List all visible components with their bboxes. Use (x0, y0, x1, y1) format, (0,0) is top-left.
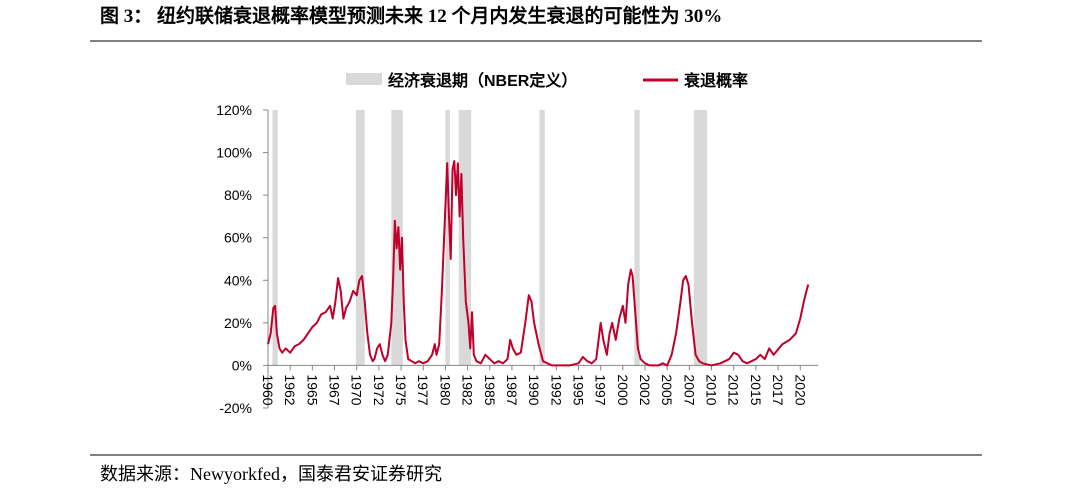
x-tick-label: 1995 (570, 374, 586, 405)
x-tick-label: 2012 (726, 374, 742, 405)
y-tick-label: -20% (219, 400, 252, 416)
y-tick-label: 120% (216, 102, 252, 118)
x-tick-label: 2007 (681, 374, 697, 405)
legend-line-label: 衰退概率 (683, 71, 748, 90)
x-tick-label: 1992 (548, 374, 564, 405)
recession-band (272, 110, 278, 366)
x-tick-label: 1970 (349, 374, 365, 405)
x-tick-label: 2002 (637, 374, 653, 405)
y-tick-label: 20% (224, 315, 252, 331)
legend-band-label: 经济衰退期（NBER定义） (388, 71, 577, 90)
probability-line (267, 160, 810, 367)
x-tick-label: 1980 (437, 374, 453, 405)
x-tick-label: 1997 (593, 374, 609, 405)
x-tick-label: 1960 (260, 374, 276, 405)
source: 数据来源：Newyorkfed，国泰君安证券研究 (100, 464, 442, 484)
legend-band-swatch (346, 73, 382, 85)
recession-band (693, 110, 708, 366)
y-tick-label: 0% (232, 357, 252, 373)
y-tick-label: 40% (224, 272, 252, 288)
x-tick-label: 2005 (659, 374, 675, 405)
y-tick-label: 80% (224, 187, 252, 203)
y-tick-label: 60% (224, 230, 252, 246)
x-tick-label: 1975 (393, 374, 409, 405)
x-tick-label: 1982 (460, 374, 476, 405)
recession-band (355, 110, 365, 366)
x-tick-label: 2000 (615, 374, 631, 405)
x-tick-label: 1967 (327, 374, 343, 405)
x-tick-label: 1990 (526, 374, 542, 405)
recession-band (445, 110, 450, 366)
x-tick-label: 2020 (792, 374, 808, 405)
x-tick-label: 2010 (704, 374, 720, 405)
x-tick-label: 1962 (282, 374, 298, 405)
x-tick-label: 2015 (748, 374, 764, 405)
x-tick-label: 1972 (371, 374, 387, 405)
x-tick-label: 2017 (770, 374, 786, 405)
recession-band (634, 110, 640, 366)
x-tick-label: 1977 (415, 374, 431, 405)
x-tick-label: 1965 (304, 374, 320, 405)
x-tick-label: 1985 (482, 374, 498, 405)
recession-band (539, 110, 545, 366)
y-tick-label: 100% (216, 145, 252, 161)
chart-title: 图 3： 纽约联储衰退概率模型预测未来 12 个月内发生衰退的可能性为 30% (100, 4, 722, 27)
x-tick-label: 1987 (504, 374, 520, 405)
